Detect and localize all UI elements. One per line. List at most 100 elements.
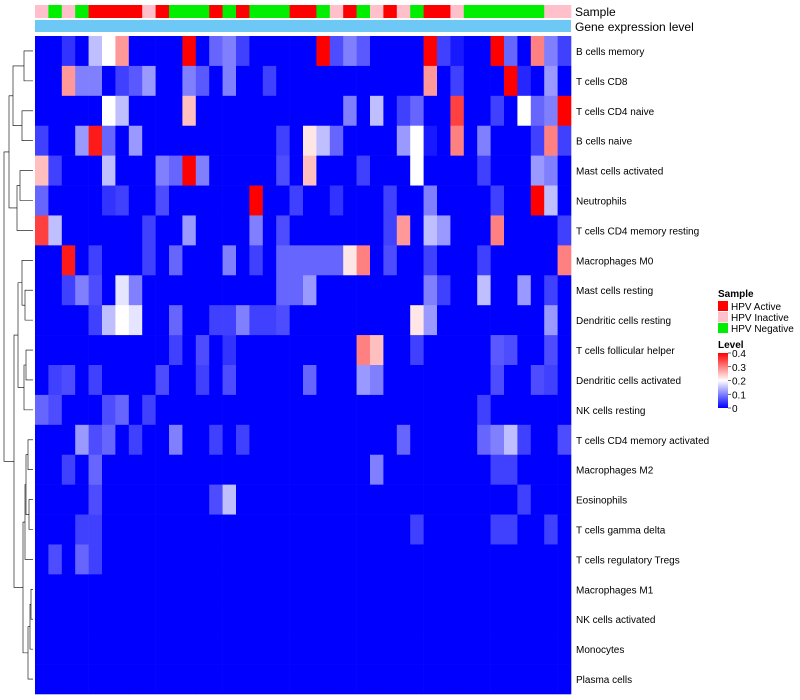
heatmap-cell xyxy=(544,185,558,216)
heatmap-cell xyxy=(222,335,237,366)
heatmap-cell xyxy=(410,634,424,665)
heatmap-cell xyxy=(477,185,491,216)
heatmap-cell xyxy=(530,245,545,276)
heatmap-cell xyxy=(289,155,304,186)
heatmap-cell xyxy=(557,215,572,246)
heatmap-cell xyxy=(155,185,170,216)
heatmap-cell xyxy=(329,424,344,456)
heatmap-cell xyxy=(61,424,76,456)
heatmap-cell xyxy=(88,634,103,665)
heatmap-cell xyxy=(182,36,197,67)
heatmap-cell xyxy=(102,574,116,605)
heatmap-cell xyxy=(530,664,545,695)
heatmap-cell xyxy=(61,245,76,276)
heatmap-cell xyxy=(557,155,572,186)
heatmap-cell xyxy=(182,155,197,186)
heatmap-cell xyxy=(128,514,143,545)
heatmap-cell xyxy=(517,65,532,97)
sample-annotation-cell xyxy=(88,5,103,18)
heatmap-cell xyxy=(182,664,197,695)
heatmap-cell xyxy=(48,394,63,426)
row-labels: B cells memory T cells CD8 T cells CD4 nai… xyxy=(576,47,709,686)
heatmap-cell xyxy=(463,95,478,127)
heatmap-cell xyxy=(262,394,277,426)
heatmap-cell xyxy=(142,155,156,186)
heatmap-cell xyxy=(128,275,143,306)
heatmap-cell xyxy=(544,275,558,306)
heatmap-cell xyxy=(490,125,505,156)
heatmap-cell xyxy=(249,664,264,695)
heatmap-cell xyxy=(370,95,384,127)
heatmap-cell xyxy=(517,634,532,665)
heatmap-cell xyxy=(182,484,197,515)
heatmap-cell xyxy=(423,36,438,67)
sample-annotation-cell xyxy=(343,5,357,18)
heatmap-cell xyxy=(102,95,116,127)
heatmap-cell xyxy=(222,125,237,156)
heatmap-cell xyxy=(276,574,290,605)
heatmap-cell xyxy=(530,215,545,246)
heatmap-cell xyxy=(450,574,465,605)
heatmap-cell xyxy=(209,365,223,396)
heatmap-cell xyxy=(262,36,277,67)
heatmap-cell xyxy=(35,664,49,695)
heatmap-cell xyxy=(530,634,545,665)
sample-annotation-cell xyxy=(303,5,317,18)
heatmap-cell xyxy=(195,305,210,336)
heatmap-cell xyxy=(477,275,491,306)
heatmap-cell xyxy=(289,365,304,396)
heatmap-cells xyxy=(35,36,572,695)
heatmap-cell xyxy=(276,185,290,216)
heatmap-cell xyxy=(517,514,532,545)
heatmap-cell xyxy=(396,335,411,366)
heatmap-cell xyxy=(517,424,532,456)
heatmap-cell xyxy=(356,155,371,186)
heatmap-cell xyxy=(370,454,384,485)
heatmap-cell xyxy=(142,36,156,67)
heatmap-cell xyxy=(343,424,357,456)
heatmap-cell xyxy=(410,424,424,456)
dendrogram-branch xyxy=(22,521,28,654)
heatmap-cell xyxy=(530,604,545,635)
dendrogram-branch xyxy=(27,439,33,470)
heatmap-cell xyxy=(303,155,317,186)
heatmap-cell xyxy=(504,305,518,336)
row-label: T cells follicular helper xyxy=(576,346,675,357)
heatmap-cell xyxy=(316,514,331,545)
heatmap-cell xyxy=(128,484,143,515)
row-label: B cells memory xyxy=(576,47,644,58)
heatmap-cell xyxy=(102,544,116,575)
heatmap-cell xyxy=(222,215,237,246)
heatmap-cell xyxy=(35,155,49,186)
heatmap-cell xyxy=(504,185,518,216)
heatmap-cell xyxy=(61,335,76,366)
heatmap-cell xyxy=(48,215,63,246)
heatmap-cell xyxy=(303,484,317,515)
heatmap-cell xyxy=(169,514,183,545)
heatmap-cell xyxy=(557,305,572,336)
heatmap-cell xyxy=(249,454,264,485)
heatmap-cell xyxy=(169,454,183,485)
heatmap-cell xyxy=(316,424,331,456)
heatmap-cell xyxy=(437,215,451,246)
heatmap-cell xyxy=(343,484,357,515)
heatmap-cell xyxy=(383,634,398,665)
heatmap-cell xyxy=(209,544,223,575)
heatmap-cell xyxy=(437,574,451,605)
heatmap-cell xyxy=(262,95,277,127)
heatmap-cell xyxy=(544,305,558,336)
heatmap-cell xyxy=(222,365,237,396)
heatmap-cell xyxy=(557,394,572,426)
heatmap-cell xyxy=(249,185,264,216)
heatmap-cell xyxy=(517,215,532,246)
heatmap-cell xyxy=(75,574,89,605)
dendrogram-branch xyxy=(12,65,24,127)
heatmap-cell xyxy=(490,215,505,246)
heatmap-cell xyxy=(303,574,317,605)
heatmap-cell xyxy=(477,36,491,67)
heatmap-cell xyxy=(544,155,558,186)
heatmap-cell xyxy=(169,245,183,276)
heatmap-cell xyxy=(75,454,89,485)
heatmap-cell xyxy=(463,275,478,306)
heatmap-cell xyxy=(396,394,411,426)
